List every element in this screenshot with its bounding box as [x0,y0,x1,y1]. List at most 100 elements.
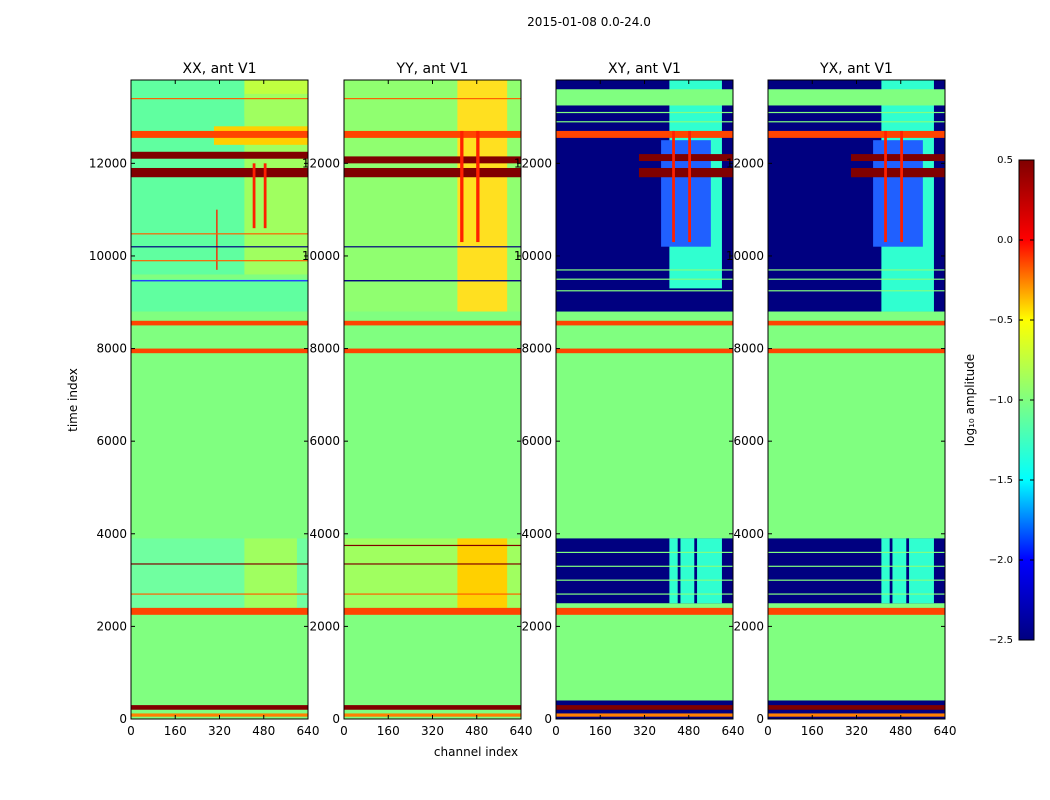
heatmap-line [131,260,308,262]
panel-yx-image [768,80,945,719]
heatmap-band [457,538,508,608]
heatmap-band [884,130,887,243]
y-tick-label: 10000 [89,249,127,263]
heatmap-line [556,290,733,292]
y-tick-label: 6000 [96,434,127,448]
x-tick-label: 480 [889,724,912,738]
x-tick-label: 320 [208,724,231,738]
panel-title: YX, ant V1 [819,61,893,77]
x-tick-label: 0 [764,724,772,738]
heatmap-band [638,167,733,178]
x-axis-label: channel index [434,745,518,759]
heatmap-line [556,269,733,271]
heatmap-line [556,111,733,114]
heatmap-band [677,538,681,604]
panel-yy: YY, ant V1 0 160 320 480 640 0 2000 4000 6000 8000… [302,61,533,738]
colorbar-tick-label: −0.5 [989,315,1013,326]
x-tick-label: 480 [465,724,488,738]
heatmap-line [768,565,945,567]
heatmap-band [244,538,297,608]
heatmap-band [556,348,733,354]
heatmap-band [768,348,945,354]
y-tick-label: 6000 [733,434,764,448]
heatmap-band [344,705,521,710]
heatmap-band [638,154,733,162]
x-tick-label: 640 [510,724,533,738]
heatmap-line [768,269,945,271]
heatmap-line [131,563,308,565]
heatmap-line [768,551,945,554]
heatmap-band [457,80,508,312]
heatmap-band [263,163,267,229]
y-tick-label: 4000 [521,527,552,541]
colorbar-tick-label: −1.5 [989,475,1013,486]
panel-title: XY, ant V1 [608,61,681,77]
y-tick-label: 4000 [733,527,764,541]
y-tick-label: 6000 [521,434,552,448]
y-tick-label: 0 [332,712,340,726]
x-tick-label: 0 [340,724,348,738]
heatmap-band [460,130,464,243]
heatmap-line [556,579,733,581]
heatmap-band [556,607,733,615]
heatmap-line [131,233,308,235]
heatmap-panels: XX, ant V1 0 160 320 480 640 0 2000 4000 6000 8000… [89,61,957,738]
panel-xx: XX, ant V1 0 160 320 480 640 0 2000 4000 6000 8000… [89,61,320,738]
y-tick-label: 8000 [521,342,552,356]
x-tick-label: 480 [252,724,275,738]
heatmap-line [344,593,521,595]
panel-xy: XY, ant V1 0 160 320 480 640 0 2000 4000 6000 8000… [514,61,745,738]
heatmap-line [768,278,945,280]
colorbar-tick-label: −1.0 [989,395,1013,406]
heatmap-band [768,705,945,710]
heatmap-band [131,348,308,354]
y-tick-label: 2000 [521,619,552,633]
y-tick-label: 4000 [96,527,127,541]
y-tick-label: 12000 [89,156,127,170]
heatmap-band [131,130,308,138]
heatmap-band [556,89,733,106]
x-tick-label: 640 [297,724,320,738]
y-tick-label: 6000 [309,434,340,448]
heatmap-band [344,156,521,164]
heatmap-band [131,705,308,710]
x-tick-label: 160 [801,724,824,738]
y-tick-label: 10000 [514,249,552,263]
heatmap-band [476,130,480,243]
panel-title: YY, ant V1 [396,61,469,77]
heatmap-band [889,538,893,604]
colorbar-tick-label: −2.0 [989,555,1013,566]
colorbar-tick-label: −2.5 [989,635,1013,646]
y-tick-label: 2000 [733,619,764,633]
heatmap-line [556,278,733,280]
heatmap-band [768,130,945,138]
heatmap-band [850,167,945,178]
y-axis-label: time index [66,368,80,432]
heatmap-line [556,121,733,123]
y-tick-label: 10000 [726,249,764,263]
figure-suptitle: 2015-01-08 0.0-24.0 [527,15,651,29]
heatmap-band [131,607,308,615]
x-tick-label: 320 [845,724,868,738]
panel-xy-image [556,80,733,719]
heatmap-band [344,167,521,178]
heatmap-line [344,563,521,565]
heatmap-band [131,320,308,326]
heatmap-band [672,130,675,243]
heatmap-band [556,320,733,326]
heatmap-line [131,593,308,595]
heatmap-band [216,209,218,270]
colorbar: 0.5 0.0 −0.5 −1.0 −1.5 −2.0 −2.5 log₁₀ amplitud… [963,155,1035,646]
heatmap-band [344,348,521,354]
heatmap-band [556,705,733,710]
y-tick-label: 8000 [96,342,127,356]
panel-yx: YX, ant V1 0 160 320 480 640 0 2000 4000 6000 8000… [726,61,957,738]
y-tick-label: 2000 [309,619,340,633]
heatmap-band [344,320,521,326]
panel-title: XX, ant V1 [183,61,257,77]
y-tick-label: 12000 [726,156,764,170]
heatmap-band [556,288,733,312]
heatmap-line [768,121,945,123]
heatmap-band [768,320,945,326]
